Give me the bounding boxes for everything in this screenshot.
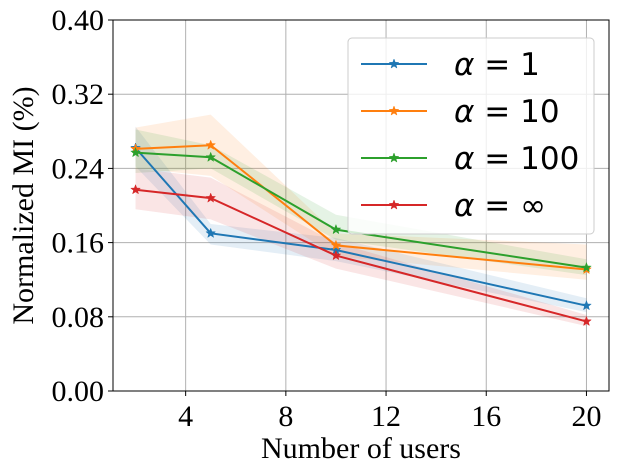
- legend-entry: α = 1: [361, 47, 540, 83]
- x-tick-label: 16: [471, 400, 501, 433]
- legend-symbol: α: [454, 94, 474, 130]
- legend-label: α = 100: [454, 141, 579, 177]
- axis-ticks: 4 8 12 16 20 0.00 0.08 0.16 0.24 0.32 0.40: [52, 4, 602, 433]
- x-tick-label: 20: [571, 400, 601, 433]
- data-point: [581, 261, 592, 273]
- y-tick-label: 0.32: [52, 78, 105, 111]
- legend-entry: α = ∞: [361, 188, 546, 224]
- data-point: [581, 299, 592, 311]
- legend-symbol: α: [454, 188, 474, 224]
- series-lines: [130, 139, 592, 327]
- data-point: [130, 146, 141, 158]
- legend-marker: [388, 58, 400, 69]
- legend-marker: [388, 152, 400, 163]
- legend-marker: [388, 199, 400, 210]
- x-tick-label: 8: [278, 400, 293, 433]
- y-tick-label: 0.24: [52, 152, 105, 185]
- data-point: [330, 249, 342, 261]
- data-point: [205, 227, 217, 238]
- legend-entry: α = 100: [361, 141, 579, 177]
- legend-value: = 100: [474, 141, 579, 177]
- legend-symbol: α: [454, 47, 474, 83]
- data-point: [205, 192, 217, 203]
- data-point: [330, 239, 342, 251]
- legend-value: = 10: [474, 94, 559, 130]
- legend-box: [347, 37, 595, 235]
- y-axis-title: Normalized MI (%): [7, 86, 40, 324]
- x-tick-label: 4: [178, 400, 193, 433]
- confidence-band: [135, 168, 587, 327]
- data-point: [205, 139, 217, 150]
- data-point: [330, 223, 342, 235]
- legend-entry: α = 10: [361, 94, 560, 130]
- series-line: [134, 147, 587, 307]
- x-axis-title: Number of users: [261, 432, 461, 465]
- series-line: [135, 151, 587, 269]
- legend-label: α = 1: [454, 47, 540, 83]
- data-point: [205, 151, 217, 162]
- y-tick-label: 0.00: [52, 375, 105, 408]
- confidence-band: [135, 126, 587, 313]
- series-line: [135, 144, 587, 271]
- y-tick-label: 0.16: [52, 227, 105, 260]
- legend-label: α = 10: [454, 94, 560, 130]
- data-point: [581, 315, 592, 327]
- x-tick-label: 12: [371, 400, 401, 433]
- legend-symbol: α: [454, 141, 474, 177]
- legend-label: α = ∞: [454, 188, 546, 224]
- legend-value: = 1: [474, 47, 539, 83]
- plot-frame: [112, 19, 610, 392]
- legend-value: = ∞: [474, 188, 546, 224]
- series-line: [135, 188, 587, 323]
- y-tick-label: 0.08: [52, 301, 105, 334]
- confidence-band: [135, 114, 587, 280]
- legend-marker: [388, 105, 400, 116]
- y-tick-label: 0.40: [52, 4, 105, 37]
- data-point: [130, 184, 141, 195]
